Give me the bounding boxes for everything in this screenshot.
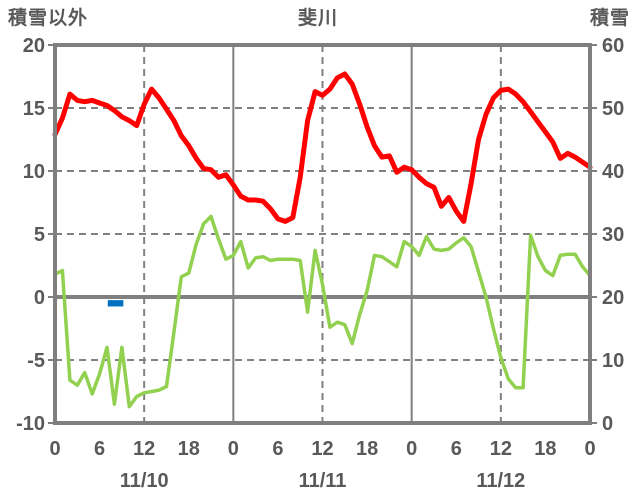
right-axis-title: 積雪 [589,8,630,29]
x-axis-hour-label: 0 [406,438,417,460]
left-axis-tick-label: 10 [23,161,45,183]
x-axis-hour-label: 18 [356,438,378,460]
x-axis-date-label: 11/12 [476,470,525,492]
left-axis-tick-label: -10 [16,413,45,435]
x-axis-hour-label: 18 [178,438,200,460]
right-axis-tick-label: 40 [602,161,624,183]
x-axis-hour-label: 0 [49,438,60,460]
blue-bar [107,300,124,307]
x-axis-hour-label: 0 [584,438,595,460]
left-axis-tick-label: 0 [34,287,45,309]
right-axis-tick-label: 20 [602,287,624,309]
right-axis-tick-label: 30 [602,224,624,246]
chart-title: 斐川 [297,8,338,29]
red-line [52,71,593,224]
left-axis-tick-label: 20 [23,35,45,57]
x-axis-hour-label: 12 [311,438,333,460]
x-axis-hour-label: 12 [490,438,512,460]
right-axis-tick-label: 0 [602,413,613,435]
right-axis-tick-label: 10 [602,350,624,372]
plot-frame [53,43,592,425]
left-axis-tick-label: 15 [23,98,45,120]
left-axis-tick-label: -5 [27,350,45,372]
right-axis-tick-label: 60 [602,35,624,57]
left-axis-tick-label: 5 [34,224,45,246]
left-axis-title: 積雪以外 [8,8,89,29]
right-axis-tick-label: 50 [602,98,624,120]
x-axis-date-label: 11/10 [120,470,169,492]
x-axis-hour-label: 12 [133,438,155,460]
green-line [53,214,592,409]
x-axis-date-label: 11/11 [299,470,347,492]
x-axis-hour-label: 0 [228,438,239,460]
x-axis-hour-label: 6 [94,438,105,460]
x-axis-hour-label: 6 [451,438,462,460]
x-axis-hour-label: 6 [272,438,283,460]
x-axis-hour-label: 18 [534,438,556,460]
